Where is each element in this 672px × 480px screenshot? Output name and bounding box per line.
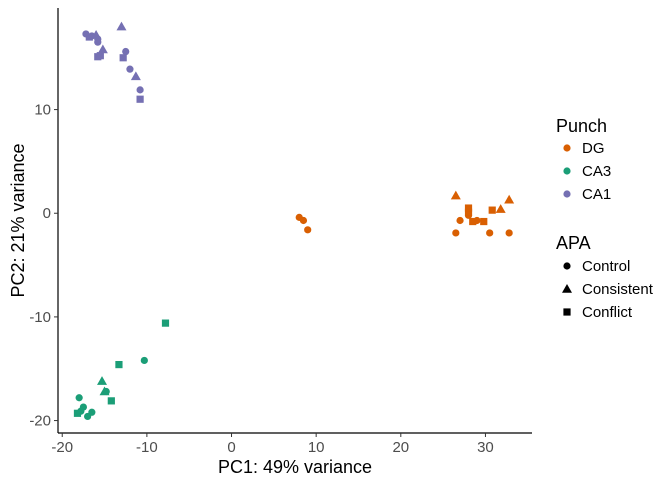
legend-label: Conflict [582,304,633,321]
data-point-ca1-control [122,47,130,56]
data-point-ca1-conflict [85,33,93,41]
legend-title-punch: Punch [556,116,607,136]
data-point-dg-consistent [495,204,506,213]
data-point-dg-conflict [469,217,477,226]
legend: Punch DG CA3 CA1 APA Control Consistent Conf… [556,116,654,321]
legend-label: Consistent [582,281,654,298]
data-point-ca3-control [75,394,83,402]
y-axis-title: PC2: 21% variance [8,143,28,297]
x-axis-ticks: -20 -10 0 10 20 30 [51,433,494,456]
data-point-ca1-consistent [91,29,102,39]
data-point-dg-control [452,229,460,237]
legend-label: CA1 [582,186,611,203]
data-point-ca1-conflict [96,52,104,60]
data-point-dg-control [486,229,494,237]
legend-punch-items: DG CA3 CA1 [563,140,611,203]
data-points [73,21,515,421]
legend-apa-items: Control Consistent Conflict [562,258,654,321]
x-tick-label: 20 [392,439,409,456]
data-point-ca1-consistent [97,44,108,54]
data-point-ca1-conflict [136,95,144,103]
data-point-ca3-consistent [97,376,108,385]
legend-label: DG [582,140,605,157]
x-tick-label: 0 [227,439,235,456]
x-tick-label: 30 [477,439,494,456]
x-tick-label: 10 [308,439,325,456]
y-axis-ticks: -20 -10 0 10 [29,102,58,430]
data-point-dg-control [505,229,513,237]
data-point-ca1-control [126,65,134,73]
data-point-ca1-consistent [130,71,141,81]
legend-key-dg [563,144,571,152]
data-point-dg-consistent [450,190,461,200]
x-axis-title: PC1: 49% variance [218,457,372,477]
legend-key-control [563,262,571,270]
x-tick-label: -10 [136,439,158,456]
data-point-ca3-conflict [107,397,115,405]
data-point-ca3-control [88,408,96,416]
data-point-ca1-consistent [116,21,127,31]
data-point-ca1-control [94,38,102,46]
data-point-dg-control [304,226,312,234]
legend-label: CA3 [582,163,611,180]
legend-label: Control [582,258,630,275]
data-point-dg-conflict [464,204,473,212]
data-point-dg-conflict [464,208,473,216]
data-point-dg-control [299,216,308,225]
legend-key-ca3 [563,167,571,175]
y-tick-label: 0 [43,205,51,222]
y-tick-label: -20 [29,413,51,430]
data-point-dg-consistent [504,194,515,204]
x-tick-label: -20 [51,439,73,456]
data-point-dg-conflict [488,206,496,214]
legend-title-apa: APA [556,233,591,253]
data-point-ca3-conflict [115,360,123,369]
data-point-ca3-conflict [73,409,82,417]
data-point-ca1-control [136,86,144,94]
legend-key-ca1 [563,190,571,198]
data-point-ca3-conflict [161,319,170,327]
y-tick-label: -10 [29,309,51,326]
data-point-ca3-control [79,403,87,411]
data-point-ca1-conflict [119,54,127,62]
legend-key-consistent [562,284,572,293]
data-point-dg-conflict [480,217,488,226]
data-point-ca3-control [140,356,148,365]
legend-key-conflict [563,308,571,316]
data-point-ca3-consistent [99,386,110,396]
y-tick-label: 10 [34,102,51,119]
data-point-dg-control [456,216,464,225]
